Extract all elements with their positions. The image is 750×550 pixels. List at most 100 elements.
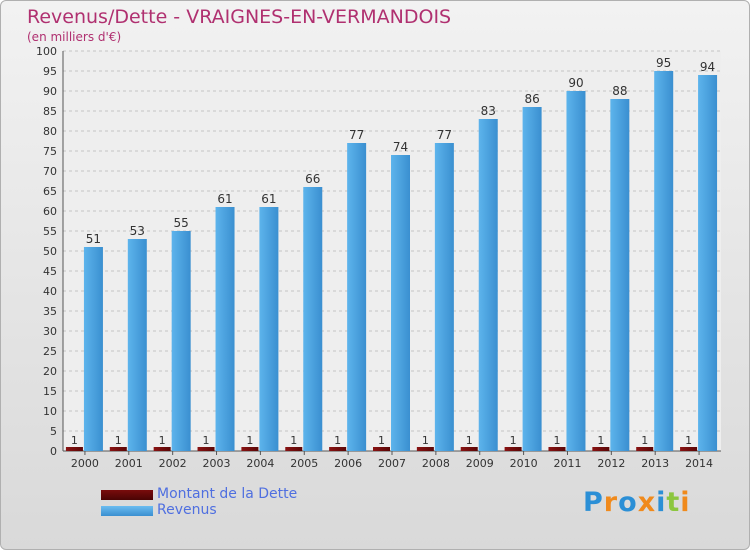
data-label-dette: 1 <box>334 434 341 447</box>
y-tick-label: 55 <box>43 225 57 238</box>
y-tick-label: 40 <box>43 285 57 298</box>
x-tick-label: 2014 <box>685 457 713 470</box>
data-label-revenus: 74 <box>393 140 408 154</box>
x-tick-label: 2009 <box>466 457 494 470</box>
data-label-revenus: 90 <box>568 76 583 90</box>
bar-dette <box>65 447 83 451</box>
y-tick-label: 100 <box>36 45 57 58</box>
bar-dette <box>241 447 259 451</box>
bar-dette <box>373 447 390 451</box>
logo-letter: t <box>666 487 681 518</box>
bar-revenus <box>171 231 191 451</box>
data-label-dette: 1 <box>685 434 692 447</box>
y-tick-label: 95 <box>43 65 57 78</box>
legend-swatch-revenus <box>101 506 153 516</box>
bar-revenus <box>259 207 279 451</box>
chart-title: Revenus/Dette - VRAIGNES-EN-VERMANDOIS <box>27 6 452 28</box>
bar-dette <box>153 447 171 451</box>
data-label-revenus: 66 <box>305 172 320 186</box>
logo-letter: P <box>583 487 604 518</box>
data-label-dette: 1 <box>246 434 253 447</box>
bar-revenus <box>303 187 323 451</box>
data-label-revenus: 94 <box>700 60 715 74</box>
y-tick-label: 45 <box>43 265 57 278</box>
data-label-revenus: 53 <box>130 224 145 238</box>
legend-label-dette: Montant de la Dette <box>157 486 298 502</box>
bar-revenus <box>654 71 674 451</box>
data-label-dette: 1 <box>641 434 648 447</box>
data-label-dette: 1 <box>466 434 473 447</box>
x-tick-label: 2005 <box>290 457 318 470</box>
bar-dette <box>592 447 610 451</box>
y-tick-label: 80 <box>43 125 57 138</box>
x-tick-label: 2013 <box>641 457 669 470</box>
logo-letter: i <box>656 487 667 518</box>
data-label-revenus: 55 <box>174 216 189 230</box>
data-label-revenus: 77 <box>349 128 364 142</box>
data-label-dette: 1 <box>378 434 385 447</box>
data-label-revenus: 61 <box>261 192 276 206</box>
bar-dette <box>416 447 434 451</box>
y-tick-label: 35 <box>43 305 57 318</box>
legend-swatch-dette <box>101 490 153 500</box>
data-label-revenus: 86 <box>524 92 539 106</box>
bar-revenus <box>215 207 235 451</box>
x-tick-label: 2008 <box>422 457 450 470</box>
data-label-revenus: 88 <box>612 84 627 98</box>
data-label-dette: 1 <box>71 434 78 447</box>
y-tick-label: 15 <box>43 385 57 398</box>
bar-dette <box>636 447 654 451</box>
y-tick-label: 85 <box>43 105 57 118</box>
bar-revenus <box>434 143 454 451</box>
bar-dette <box>504 447 522 451</box>
y-tick-label: 20 <box>43 365 57 378</box>
x-tick-label: 2006 <box>334 457 362 470</box>
logo-letter: i <box>680 487 691 518</box>
data-label-revenus: 51 <box>86 232 101 246</box>
bar-revenus <box>478 119 498 451</box>
bar-dette <box>285 447 303 451</box>
y-tick-label: 30 <box>43 325 57 338</box>
data-label-revenus: 77 <box>437 128 452 142</box>
y-tick-label: 90 <box>43 85 57 98</box>
data-label-dette: 1 <box>290 434 297 447</box>
y-tick-label: 50 <box>43 245 57 258</box>
data-label-dette: 1 <box>510 434 517 447</box>
y-tick-label: 75 <box>43 145 57 158</box>
y-tick-label: 5 <box>50 425 57 438</box>
data-label-dette: 1 <box>203 434 210 447</box>
data-label-dette: 1 <box>553 434 560 447</box>
bar-revenus <box>127 239 147 451</box>
x-tick-label: 2004 <box>246 457 274 470</box>
bar-revenus <box>391 155 410 451</box>
data-label-revenus: 83 <box>481 104 496 118</box>
data-label-dette: 1 <box>159 434 166 447</box>
bar-dette <box>197 447 215 451</box>
logo-letter: x <box>637 487 657 518</box>
y-tick-label: 70 <box>43 165 57 178</box>
x-tick-label: 2010 <box>510 457 538 470</box>
bar-dette <box>680 447 698 451</box>
bar-revenus <box>347 143 367 451</box>
bar-revenus <box>610 99 630 451</box>
x-tick-label: 2001 <box>115 457 143 470</box>
logo-letter: r <box>603 487 619 518</box>
x-tick-label: 2003 <box>203 457 231 470</box>
logo-letter: o <box>618 487 638 518</box>
bar-dette <box>460 447 478 451</box>
y-tick-label: 25 <box>43 345 57 358</box>
y-tick-label: 10 <box>43 405 57 418</box>
bar-revenus <box>83 247 103 451</box>
x-tick-label: 2011 <box>553 457 581 470</box>
data-label-dette: 1 <box>597 434 604 447</box>
bar-dette <box>329 447 347 451</box>
data-label-dette: 1 <box>115 434 122 447</box>
bar-revenus <box>522 107 542 451</box>
legend-label-revenus: Revenus <box>157 502 217 518</box>
y-tick-label: 60 <box>43 205 57 218</box>
y-tick-label: 65 <box>43 185 57 198</box>
bar-revenus <box>566 91 586 451</box>
chart-subtitle: (en milliers d'€) <box>27 30 122 44</box>
